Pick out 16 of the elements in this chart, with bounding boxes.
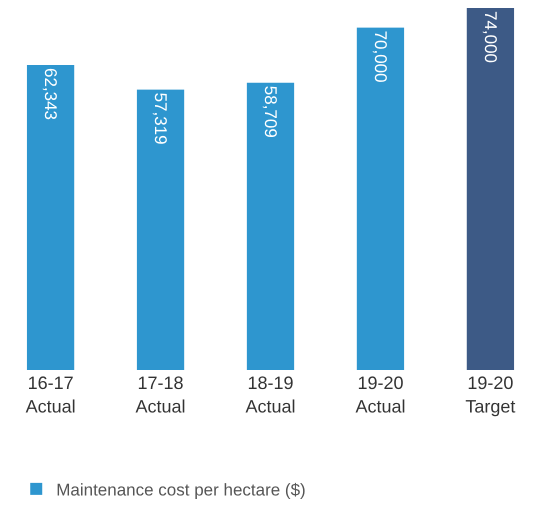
bar (246, 82, 294, 370)
bar (356, 28, 404, 370)
x-tick-label: 19-20 Actual (355, 373, 406, 416)
x-tick-label: 18-19 Actual (245, 373, 296, 416)
x-tick-label: 16-17 Actual (26, 373, 76, 416)
data-label: 70,000 (370, 30, 390, 83)
data-label: 74,000 (480, 11, 500, 63)
data-label: 58,709 (261, 86, 280, 138)
data-label: 62,343 (41, 68, 60, 120)
x-tick-label: 19-20 Target (465, 373, 516, 416)
data-label: 57,319 (151, 92, 170, 145)
bar (466, 8, 514, 370)
bar (136, 90, 184, 370)
legend-label: Maintenance cost per hectare ($) (56, 480, 306, 500)
bar (26, 65, 74, 370)
x-tick-label: 17-18 Actual (136, 373, 186, 416)
